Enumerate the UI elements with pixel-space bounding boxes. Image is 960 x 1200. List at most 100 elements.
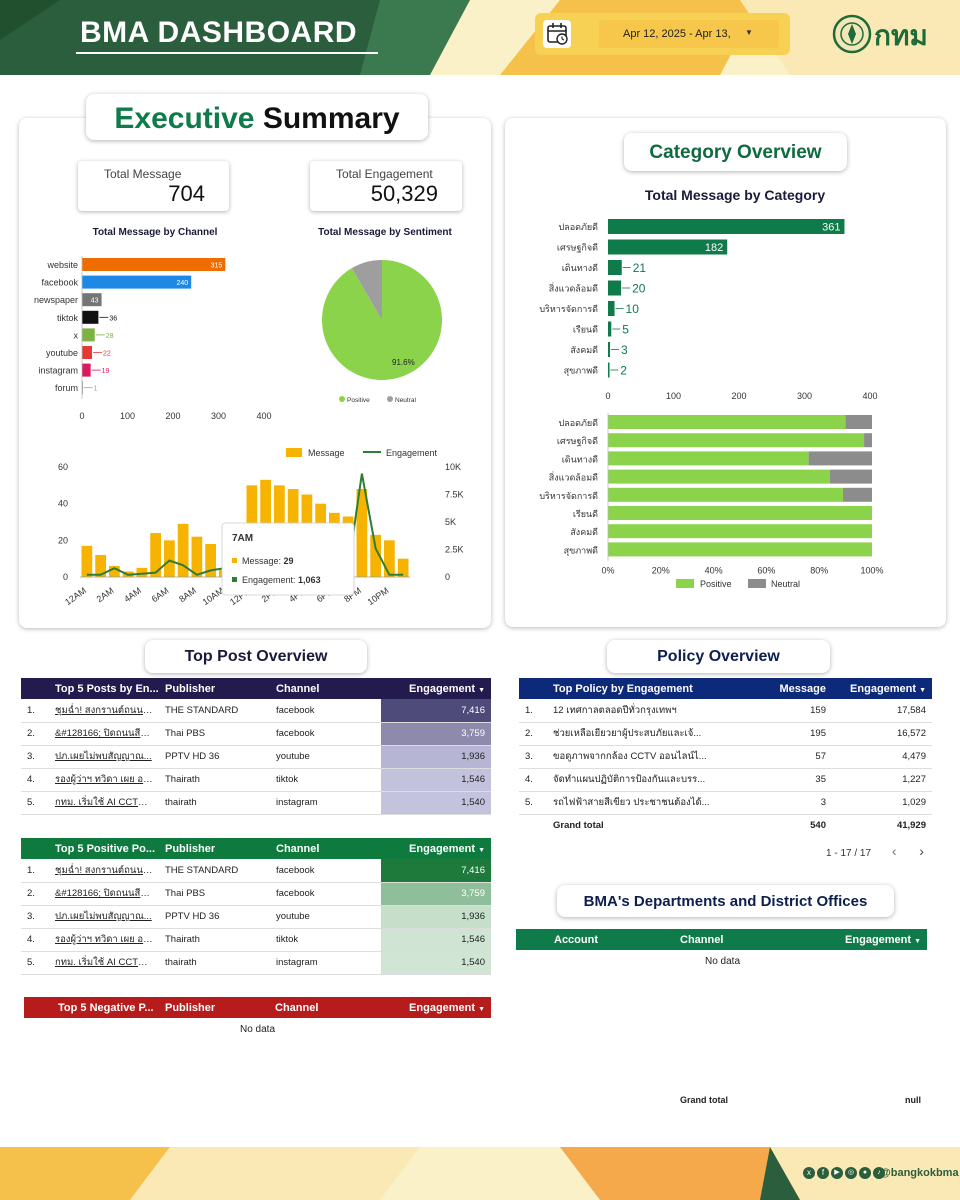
youtube-icon[interactable]: ▶ (831, 1167, 843, 1179)
next-page-icon[interactable]: › (919, 843, 924, 859)
engagement-cell: 1,227 (832, 768, 932, 792)
category-label: instagram (38, 366, 78, 376)
grand-total-engagement: 41,929 (896, 820, 926, 832)
table-row[interactable]: 5. รถไฟฟ้าสายสีเขียว ประชาชนต้องได้... 3 1,… (519, 791, 932, 815)
bar (608, 260, 622, 275)
post-link[interactable]: รองผู้ว่าฯ ทวิดา เผย อย... (49, 768, 159, 792)
instagram-icon[interactable]: ◎ (845, 1167, 857, 1179)
legend-label[interactable]: Message (308, 448, 345, 458)
executive-title-a: Executive (114, 102, 255, 135)
column-header-publisher[interactable]: Publisher (165, 682, 216, 695)
column-header-channel[interactable]: Channel (276, 842, 320, 855)
column-header-post[interactable]: Top 5 Negative P... (58, 1001, 154, 1014)
tiktok-icon[interactable]: ♪ (873, 1167, 885, 1179)
data-label: 3 (621, 343, 628, 357)
post-link[interactable]: &#128166; ปิดถนนสีล... (49, 882, 159, 906)
date-range-dropdown[interactable]: Apr 12, 2025 - Apr 13, ▼ (599, 20, 779, 48)
column-header-account[interactable]: Account (554, 933, 598, 946)
y-tick-label: 40 (58, 499, 68, 509)
data-label: 1 (93, 386, 97, 393)
column-header-engagement[interactable]: Engagement ▼ (409, 1001, 485, 1014)
calendar-icon[interactable] (543, 20, 571, 48)
legend-label[interactable]: Engagement (386, 448, 438, 458)
date-range-value: Apr 12, 2025 - Apr 13, (623, 28, 731, 40)
post-link[interactable]: ปภ.เผยไม่พบสัญญาณ... (49, 905, 159, 929)
table-row[interactable]: 4. จัดทำแผนปฏิบัติการป้องกันและบรร... 35 1,… (519, 768, 932, 792)
table-row[interactable]: 5. กทม. เริ่มใช้ AI CCTV เ... thairath inst… (21, 951, 491, 975)
x-tick-label: 400 (256, 411, 271, 420)
table-row[interactable]: 1. 12 เทศกาลตลอดปีทั่วกรุงเทพฯ 159 17,584 (519, 699, 932, 723)
table-row[interactable]: 3. ปภ.เผยไม่พบสัญญาณ... PPTV HD 36 youtube 1… (21, 905, 491, 929)
post-link[interactable]: ชุมฉ่ำ! สงกรานต์ถนนข้... (49, 859, 159, 883)
column-header-engagement[interactable]: Engagement ▼ (845, 933, 921, 946)
table-row[interactable]: 1. ชุมฉ่ำ! สงกรานต์ถนนข้... THE STANDARD fa… (21, 699, 491, 723)
column-header-engagement[interactable]: Engagement ▼ (409, 682, 485, 695)
table-row[interactable]: 5. กทม. เริ่มใช้ AI CCTV เ... thairath inst… (21, 791, 491, 815)
sort-desc-icon[interactable]: ▼ (919, 686, 926, 694)
data-label: 19 (102, 368, 110, 375)
prev-page-icon[interactable]: ‹ (891, 843, 897, 859)
table-row[interactable]: 4. รองผู้ว่าฯ ทวิดา เผย อย... Thairath tikt… (21, 928, 491, 952)
column-header-publisher[interactable]: Publisher (165, 1001, 216, 1014)
table-row[interactable]: 3. ปภ.เผยไม่พบสัญญาณ... PPTV HD 36 youtube 1… (21, 745, 491, 769)
post-link[interactable]: &#128166; ปิดถนนสีล... (49, 722, 159, 746)
bar-neutral (845, 415, 872, 429)
category-label: x (74, 330, 79, 340)
engagement-cell: 7,416 (381, 859, 491, 883)
table-row[interactable]: 4. รองผู้ว่าฯ ทวิดา เผย อย... Thairath tikt… (21, 768, 491, 792)
sentiment-chart-title: Total Message by Sentiment (318, 227, 452, 238)
facebook-icon[interactable]: f (817, 1167, 829, 1179)
bar (384, 540, 395, 577)
hover-tooltip: 7AM Message: 29 Engagement: 1,063 (221, 522, 355, 596)
channel-cell: instagram (270, 791, 381, 815)
table-row[interactable]: 2. &#128166; ปิดถนนสีล... Thai PBS facebook… (21, 722, 491, 746)
bar (82, 275, 192, 289)
legend-label[interactable]: Neutral (771, 579, 800, 589)
sort-desc-icon[interactable]: ▼ (478, 1005, 485, 1013)
post-link[interactable]: กทม. เริ่มใช้ AI CCTV เ... (49, 791, 159, 815)
row-number: 1. (21, 859, 49, 883)
table-row[interactable]: 1. ชุมฉ่ำ! สงกรานต์ถนนข้... THE STANDARD fa… (21, 859, 491, 883)
social-icons: x f ▶ ◎ ● ♪ (803, 1167, 885, 1181)
legend-swatch-message (286, 448, 302, 457)
column-header-channel[interactable]: Channel (276, 682, 320, 695)
row-number: 5. (519, 791, 547, 815)
column-header-policy[interactable]: Top Policy by Engagement (553, 682, 693, 695)
legend-swatch (387, 396, 393, 402)
column-header-post[interactable]: Top 5 Positive Po... (55, 842, 156, 855)
column-header-engagement[interactable]: Engagement ▼ (409, 842, 485, 855)
table-row[interactable]: 2. ช่วยเหลือเยียวยาผู้ประสบภัยและเจ้... 19… (519, 722, 932, 746)
post-link[interactable]: รองผู้ว่าฯ ทวิดา เผย อย... (49, 928, 159, 952)
line-icon[interactable]: ● (859, 1167, 871, 1179)
bar (109, 566, 120, 577)
column-header-message[interactable]: Message (779, 682, 826, 695)
post-link[interactable]: กทม. เริ่มใช้ AI CCTV เ... (49, 951, 159, 975)
channel-cell: tiktok (270, 928, 381, 952)
table-row[interactable]: 2. &#128166; ปิดถนนสีล... Thai PBS facebook… (21, 882, 491, 906)
post-link[interactable]: ชุมฉ่ำ! สงกรานต์ถนนข้... (49, 699, 159, 723)
sort-desc-icon[interactable]: ▼ (478, 686, 485, 694)
social-handle[interactable]: @bangkokbma (880, 1167, 959, 1179)
legend-label[interactable]: Positive (700, 579, 732, 589)
post-link[interactable]: ปภ.เผยไม่พบสัญญาณ... (49, 745, 159, 769)
legend-label[interactable]: Positive (347, 397, 370, 404)
column-header-channel[interactable]: Channel (275, 1001, 319, 1014)
x-icon[interactable]: x (803, 1167, 815, 1179)
policy-overview-title: Policy Overview (607, 640, 830, 673)
x-tick-label: 40% (705, 566, 723, 576)
date-range-control[interactable]: Apr 12, 2025 - Apr 13, ▼ (535, 13, 790, 55)
column-header-channel[interactable]: Channel (680, 933, 724, 946)
policy-table: Top Policy by Engagement Message Engagem… (519, 678, 932, 837)
x-tick-label: 300 (211, 411, 226, 420)
column-header-post[interactable]: Top 5 Posts by En... (55, 682, 159, 695)
channel-cell: facebook (270, 699, 381, 723)
column-header-publisher[interactable]: Publisher (165, 842, 216, 855)
column-header-engagement[interactable]: Engagement ▼ (850, 682, 926, 695)
sort-desc-icon[interactable]: ▼ (914, 937, 921, 945)
sort-desc-icon[interactable]: ▼ (478, 846, 485, 854)
legend-label[interactable]: Neutral (395, 397, 417, 404)
table-row[interactable]: 3. ขอดูภาพจากกล้อง CCTV ออนไลน์ไ... 57 4,47… (519, 745, 932, 769)
hourly-chart: Message Engagement 0 20 40 60 0 2.5K 5K 7.5K 10K 12… (30, 440, 480, 620)
category-label: เรียนดี (573, 509, 598, 519)
x-tick-label: 200 (165, 411, 180, 420)
